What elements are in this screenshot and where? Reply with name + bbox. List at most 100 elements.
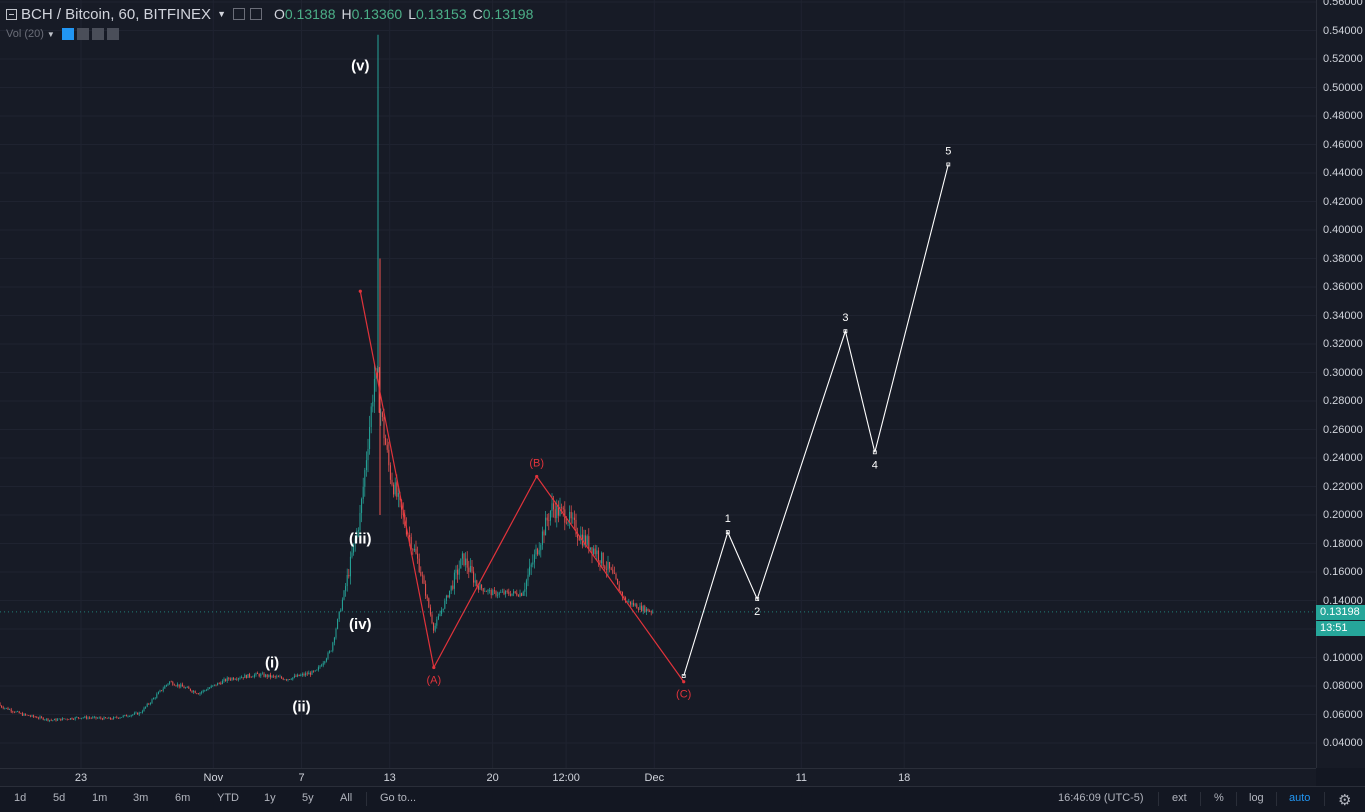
candle-body	[212, 685, 214, 687]
candle-body	[287, 679, 289, 681]
volume-indicator-label[interactable]: Vol (20)	[6, 28, 44, 40]
price-tick-label: 0.36000	[1323, 281, 1363, 293]
range-6m[interactable]: 6m	[175, 792, 191, 804]
close-icon[interactable]	[106, 28, 119, 40]
log-scale-toggle[interactable]: log	[1249, 792, 1264, 804]
chevron-down-icon[interactable]: ▼	[46, 29, 55, 39]
time-tick-label: 18	[898, 772, 911, 784]
extended-hours-toggle[interactable]: ext	[1172, 792, 1187, 804]
candle-body	[127, 716, 129, 717]
candle-body	[437, 616, 439, 620]
candle-body	[450, 585, 452, 591]
candle-body	[409, 534, 411, 538]
candle-body	[93, 716, 95, 718]
candle-body	[197, 693, 199, 695]
candle-body	[642, 606, 644, 611]
candle-body	[537, 548, 539, 555]
candle-body	[257, 673, 259, 675]
settings-icon[interactable]	[249, 8, 262, 20]
range-3m[interactable]: 3m	[133, 792, 149, 804]
candle-body	[348, 574, 350, 577]
candle-body	[503, 591, 505, 595]
candle-body	[319, 666, 321, 668]
time-axis[interactable]: 23 Nov 7 13 20 12:00 Dec 11 18	[0, 768, 1316, 787]
candle-body	[453, 572, 455, 589]
range-1y[interactable]: 1y	[264, 792, 276, 804]
candle-body	[514, 591, 516, 593]
candle-body	[649, 611, 651, 612]
candle-body	[57, 719, 59, 721]
candle-body	[77, 717, 79, 718]
candle-body	[266, 674, 268, 677]
candle-body	[47, 718, 49, 721]
candle-body	[461, 553, 463, 559]
candle-body	[511, 593, 513, 596]
candle-body	[116, 717, 118, 718]
candle-body	[114, 717, 116, 718]
goto-date-button[interactable]: Go to...	[380, 792, 417, 804]
candle-body	[388, 449, 390, 466]
price-chart[interactable]: (A) (B) (C) 1 2 3 4 5 (i) (ii) (iii) (iv) (v)	[0, 0, 1316, 768]
plus-icon[interactable]	[91, 28, 104, 40]
candle-body	[316, 669, 318, 671]
candle-body	[140, 712, 142, 714]
candle-body	[209, 687, 211, 689]
candle-body	[413, 548, 415, 551]
ohlc-high-key: H	[341, 6, 352, 22]
range-5d[interactable]: 5d	[53, 792, 66, 804]
candle-body	[473, 571, 475, 583]
candle-body	[540, 544, 542, 551]
candle-body	[322, 663, 324, 666]
candle-body	[239, 678, 241, 679]
chart-pane[interactable]	[0, 0, 1316, 768]
auto-scale-toggle[interactable]: auto	[1289, 792, 1311, 804]
range-5y[interactable]: 5y	[302, 792, 314, 804]
candle-body	[573, 517, 575, 520]
eye-icon[interactable]	[61, 28, 74, 40]
visibility-icon[interactable]	[232, 8, 245, 20]
candle-body	[532, 562, 534, 565]
impulse-projection-line	[683, 164, 949, 677]
candle-body	[351, 552, 353, 557]
percent-scale-toggle[interactable]: %	[1214, 792, 1224, 804]
candle-body	[457, 569, 459, 575]
toolbar-divider	[1324, 792, 1325, 806]
range-all[interactable]: All	[340, 792, 353, 804]
candle-body	[34, 716, 36, 718]
candle-body	[530, 564, 532, 567]
gear-icon[interactable]: ⚙	[1338, 792, 1352, 809]
clock-timezone[interactable]: 16:46:09 (UTC-5)	[1058, 792, 1144, 804]
candle-body	[605, 569, 607, 570]
time-tick-label: 12:00	[552, 772, 580, 784]
candle-body	[53, 718, 55, 721]
candle-body	[265, 674, 267, 677]
range-1d[interactable]: 1d	[14, 792, 27, 804]
candle-body	[349, 556, 351, 577]
candle-body	[343, 590, 345, 600]
candle-body	[551, 503, 553, 512]
candle-body	[410, 537, 412, 550]
range-1m[interactable]: 1m	[92, 792, 108, 804]
collapse-legend-icon[interactable]	[6, 8, 17, 20]
candle-body	[396, 482, 398, 497]
candle-body	[4, 707, 6, 709]
candle-body	[429, 607, 431, 615]
range-ytd[interactable]: YTD	[217, 792, 239, 804]
gear-icon[interactable]	[76, 28, 89, 40]
chevron-down-icon[interactable]: ▼	[217, 9, 226, 19]
candle-body	[261, 673, 263, 675]
price-axis[interactable]: 0.56000 0.54000 0.52000 0.50000 0.48000 0.460…	[1316, 0, 1365, 768]
candle-body	[588, 536, 590, 550]
impulse-wave-label: 2	[754, 606, 760, 618]
symbol-title[interactable]: BCH / Bitcoin, 60, BITFINEX	[21, 5, 212, 23]
candle-body	[545, 517, 547, 536]
toolbar-divider	[1276, 792, 1277, 806]
candle-body	[645, 608, 647, 612]
candle-body	[167, 683, 169, 685]
candle-body	[602, 552, 604, 567]
candle-body	[225, 679, 227, 682]
price-tick-label: 0.04000	[1323, 737, 1363, 749]
ohlc-values: O0.13188 H0.13360 L0.13153 C0.13198	[274, 6, 533, 22]
candle-body	[345, 586, 347, 591]
candle-body	[274, 676, 276, 677]
